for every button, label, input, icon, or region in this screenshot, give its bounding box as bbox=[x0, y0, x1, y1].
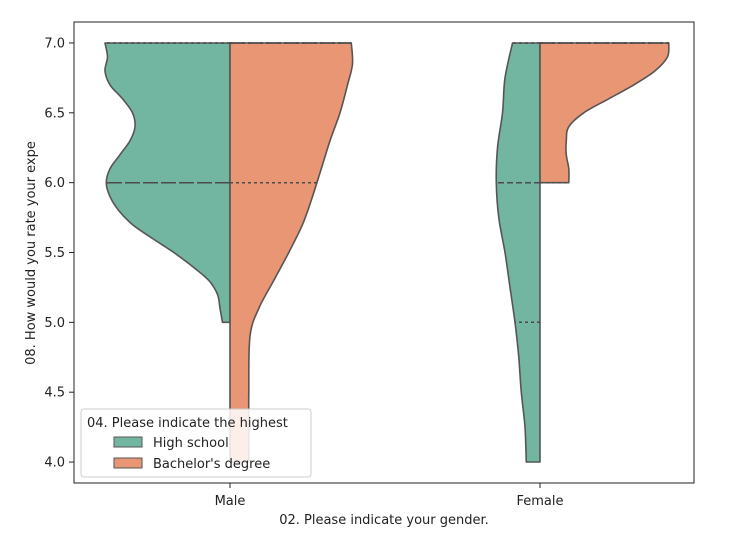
y-tick-label: 4.5 bbox=[44, 386, 65, 401]
legend: 04. Please indicate the highest High sch… bbox=[80, 408, 312, 478]
y-tick-label: 6.0 bbox=[44, 176, 65, 191]
legend-swatch-bachelors-degree bbox=[113, 457, 143, 469]
y-tick-label: 7.0 bbox=[44, 36, 65, 51]
quartile-lines bbox=[105, 42, 669, 324]
x-tick-label-male: Male bbox=[215, 494, 246, 509]
y-tick-label: 4.0 bbox=[44, 456, 65, 471]
x-tick-label-female: Female bbox=[516, 494, 563, 509]
x-axis-label: 02. Please indicate your gender. bbox=[279, 513, 489, 528]
y-axis-label: 08. How would you rate your expe bbox=[24, 141, 39, 365]
y-axis: 4.0 4.5 5.0 5.5 6.0 6.5 7.0 bbox=[44, 36, 74, 471]
legend-label-high-school: High school bbox=[153, 436, 229, 451]
legend-title: 04. Please indicate the highest bbox=[87, 416, 288, 431]
violin-female-high-school bbox=[495, 42, 541, 463]
y-tick-label: 5.5 bbox=[44, 246, 65, 261]
legend-swatch-high-school bbox=[113, 436, 143, 448]
violin-female-bachelor-s-degree bbox=[539, 42, 670, 184]
y-tick-label: 5.0 bbox=[44, 316, 65, 331]
legend-label-bachelors-degree: Bachelor's degree bbox=[153, 457, 270, 472]
violin-male-bachelor-s-degree bbox=[229, 42, 354, 463]
y-tick-label: 6.5 bbox=[44, 106, 65, 121]
violin-shapes bbox=[104, 42, 670, 463]
x-axis: Male Female bbox=[215, 483, 564, 509]
